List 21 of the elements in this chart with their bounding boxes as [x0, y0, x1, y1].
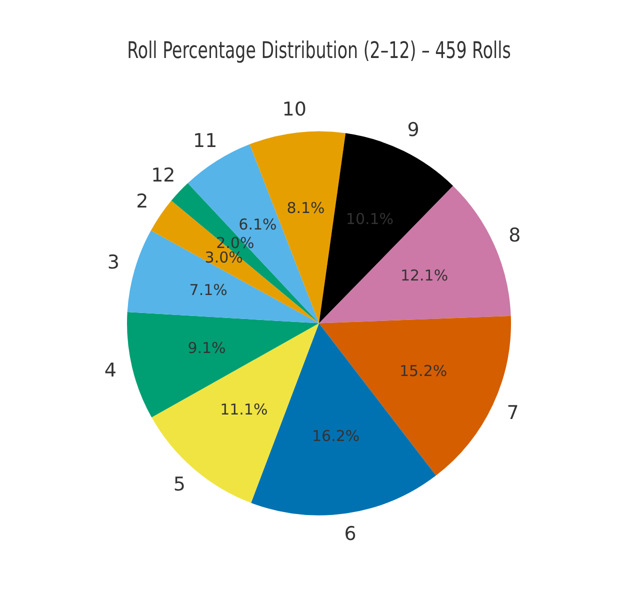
data-label: 6.1% [238, 216, 277, 234]
data-label: 9.1% [188, 339, 226, 358]
data-label: 15.2% [399, 362, 448, 380]
slice-label: 10 [282, 98, 306, 121]
chart-title: Roll Percentage Distribution (2–12) – 459 Rolls [127, 36, 511, 64]
slice-label: 5 [173, 474, 186, 496]
slice-label: 11 [193, 130, 218, 152]
slice-label: 3 [107, 252, 120, 274]
data-label: 16.2% [312, 427, 360, 446]
data-label: 8.1% [286, 198, 325, 217]
data-label: 3.0% [204, 248, 243, 266]
slice-label: 8 [508, 224, 521, 246]
data-label: 11.1% [220, 400, 268, 419]
data-label: 7.1% [189, 281, 228, 300]
slice-label: 9 [407, 119, 420, 142]
slice-label: 7 [506, 402, 519, 424]
slice-label: 12 [151, 164, 176, 186]
data-label: 12.1% [400, 266, 448, 284]
slice-label: 6 [344, 523, 356, 546]
slice-label: 2 [136, 190, 148, 213]
slice-label: 4 [104, 359, 116, 382]
